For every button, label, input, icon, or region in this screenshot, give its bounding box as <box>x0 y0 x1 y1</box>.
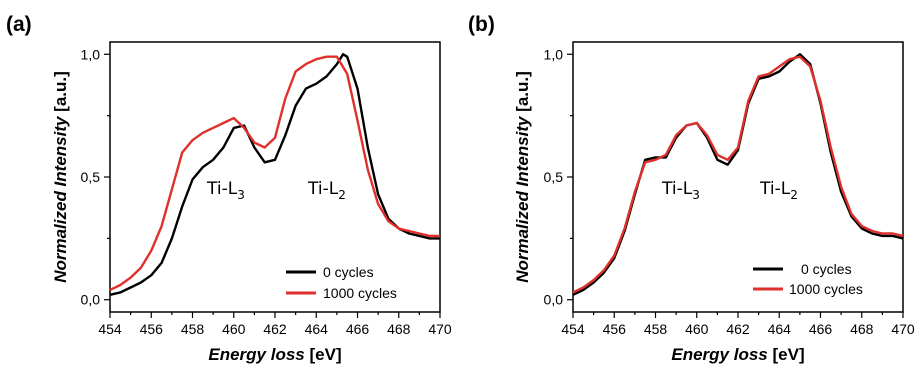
x-tick-label-458-a: 458 <box>181 321 205 337</box>
x-tick-label-466-a: 466 <box>346 321 370 337</box>
x-tick-label-458-b: 458 <box>644 321 668 337</box>
x-tick-label-462-a: 462 <box>263 321 287 337</box>
series-layer-a <box>109 53 440 296</box>
y-axis-title-b: Normalized Intensity [a.u.] <box>513 71 532 283</box>
annotation-ti-l2-a: Ti-L2 <box>307 179 346 202</box>
x-tick-label-454-b: 454 <box>561 321 585 337</box>
x-tick-label-470-a: 470 <box>428 321 452 337</box>
annotation-ti-l2-b: Ti-L2 <box>759 179 798 202</box>
x-tick-label-470-b: 470 <box>891 321 915 337</box>
annotation-ti-l2-a-text: Ti-L <box>307 179 339 199</box>
y-tick-label-1-0-b: 1,0 <box>544 46 564 62</box>
panel-label-b: (b) <box>468 13 495 36</box>
x-tick-label-464-b: 464 <box>768 321 792 337</box>
panel-a: (a) 454 456 458 460 462 464 466 468 470 0,0 0,5 1,0… <box>6 13 452 364</box>
x-tick-label-456-b: 456 <box>603 321 627 337</box>
annotation-ti-l2-b-text: Ti-L <box>759 179 791 199</box>
x-axis-title-a: Energy loss [eV] <box>208 345 341 364</box>
tick-layer-b: 454 456 458 460 462 464 466 468 470 0,0 0,5 1,0 <box>544 46 915 337</box>
annotation-ti-l3-b-text: Ti-L <box>661 179 693 199</box>
annotation-ti-l3-b-sub: 3 <box>692 188 700 202</box>
x-tick-label-462-b: 462 <box>726 321 750 337</box>
y-tick-label-0-0-b: 0,0 <box>544 292 564 308</box>
legend-label-0-cycles-a: 0 cycles <box>323 264 374 280</box>
series-layer-b <box>572 53 904 296</box>
panel-b: (b) 454 456 458 460 462 464 466 468 470 0,0 0,5 1,0… <box>468 13 915 364</box>
tick-layer-a: 454 456 458 460 462 464 466 468 470 0,0 0,5 1,0 <box>81 46 452 337</box>
series-line-0-cycles-a <box>109 53 440 296</box>
x-tick-label-468-b: 468 <box>850 321 874 337</box>
y-tick-label-0-5-a: 0,5 <box>81 169 101 185</box>
series-line-1000-cycles-b <box>572 55 904 294</box>
x-tick-label-454-a: 454 <box>98 321 122 337</box>
annotation-ti-l3-b: Ti-L3 <box>661 179 700 202</box>
annotation-ti-l3-a-sub: 3 <box>237 188 245 202</box>
x-tick-label-468-a: 468 <box>387 321 411 337</box>
x-tick-label-456-a: 456 <box>140 321 164 337</box>
series-line-1000-cycles-a <box>109 55 440 291</box>
annotation-ti-l3-a: Ti-L3 <box>206 179 245 202</box>
y-tick-label-1-0-a: 1,0 <box>81 46 101 62</box>
legend-label-0-cycles-b: 0 cycles <box>801 261 852 277</box>
y-axis-title-a: Normalized Intensity [a.u.] <box>51 71 70 283</box>
x-tick-label-466-b: 466 <box>809 321 833 337</box>
panel-label-a: (a) <box>6 13 32 36</box>
annotation-ti-l2-b-sub: 2 <box>790 188 798 202</box>
x-tick-label-460-b: 460 <box>685 321 709 337</box>
annotation-ti-l2-a-sub: 2 <box>338 188 346 202</box>
x-axis-title-b: Energy loss [eV] <box>671 345 804 364</box>
y-tick-label-0-5-b: 0,5 <box>544 169 564 185</box>
legend-label-1000-cycles-b: 1000 cycles <box>789 281 863 297</box>
plot-frame-b <box>572 41 904 313</box>
x-tick-label-464-a: 464 <box>305 321 329 337</box>
x-tick-label-460-a: 460 <box>222 321 246 337</box>
series-line-0-cycles-b <box>572 53 904 296</box>
y-tick-label-0-0-a: 0,0 <box>81 292 101 308</box>
legend-b: 0 cycles 1000 cycles <box>753 261 863 297</box>
legend-label-1000-cycles-a: 1000 cycles <box>323 285 397 301</box>
plot-frame-a <box>109 41 441 313</box>
annotation-ti-l3-a-text: Ti-L <box>206 179 238 199</box>
legend-a: 0 cycles 1000 cycles <box>286 264 397 301</box>
